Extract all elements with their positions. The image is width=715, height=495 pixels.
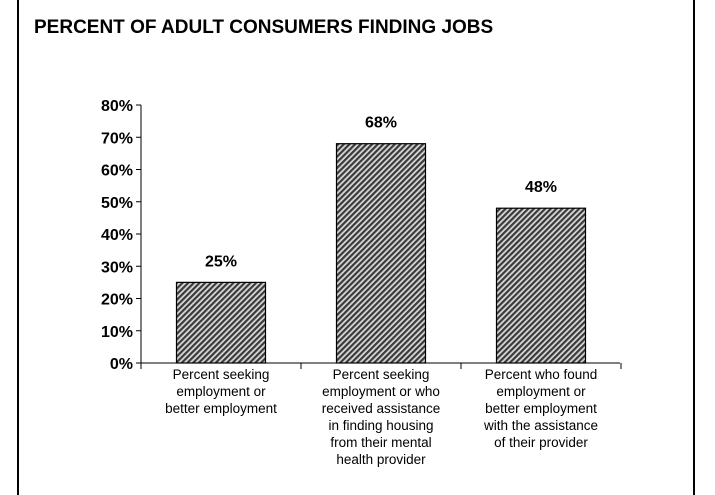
bars xyxy=(175,143,587,364)
data-label: 68% xyxy=(365,115,397,132)
bar xyxy=(495,207,587,364)
category-label: Percent seeking employment or better emplo… xyxy=(165,367,277,416)
data-label: 48% xyxy=(525,179,557,196)
labels: 0% 10% 20% 30% 40% 50% 60% 70% 80% 25% Percent see… xyxy=(101,98,598,467)
y-tick-label: 60% xyxy=(101,163,133,180)
y-tick-label: 50% xyxy=(101,195,133,212)
y-tick-label: 40% xyxy=(101,227,133,244)
category-label-line: employment or xyxy=(176,384,266,399)
y-tick-label: 30% xyxy=(101,259,133,276)
category-label-line: Percent seeking xyxy=(333,367,430,382)
chart-title: PERCENT OF ADULT CONSUMERS FINDING JOBS xyxy=(34,17,494,38)
category-label: Percent seeking employment or who received… xyxy=(322,367,441,467)
category-label-line: employment or xyxy=(496,384,586,399)
category-label-line: from their mental xyxy=(330,435,431,450)
y-tick-label: 80% xyxy=(101,98,133,115)
bar xyxy=(335,143,427,364)
bar xyxy=(175,281,267,364)
category-label-line: received assistance xyxy=(322,401,441,416)
category-label-line: Percent seeking xyxy=(173,367,270,382)
y-tick-label: 0% xyxy=(110,356,133,373)
y-tick-label: 10% xyxy=(101,324,133,341)
category-label-line: health provider xyxy=(336,452,426,467)
category-label-line: Percent who found xyxy=(485,367,598,382)
category-label-line: with the assistance xyxy=(483,418,598,433)
category-label-line: better employment xyxy=(485,401,597,416)
chart-frame xyxy=(17,0,695,495)
category-label-line: employment or who xyxy=(322,384,440,399)
category-label-line: in finding housing xyxy=(328,418,433,433)
category-label-line: of their provider xyxy=(494,435,588,450)
data-label: 25% xyxy=(205,253,237,270)
y-tick-label: 70% xyxy=(101,130,133,147)
category-label-line: better employment xyxy=(165,401,277,416)
category-label: Percent who found employment or better emp… xyxy=(483,367,598,450)
y-tick-label: 20% xyxy=(101,292,133,309)
